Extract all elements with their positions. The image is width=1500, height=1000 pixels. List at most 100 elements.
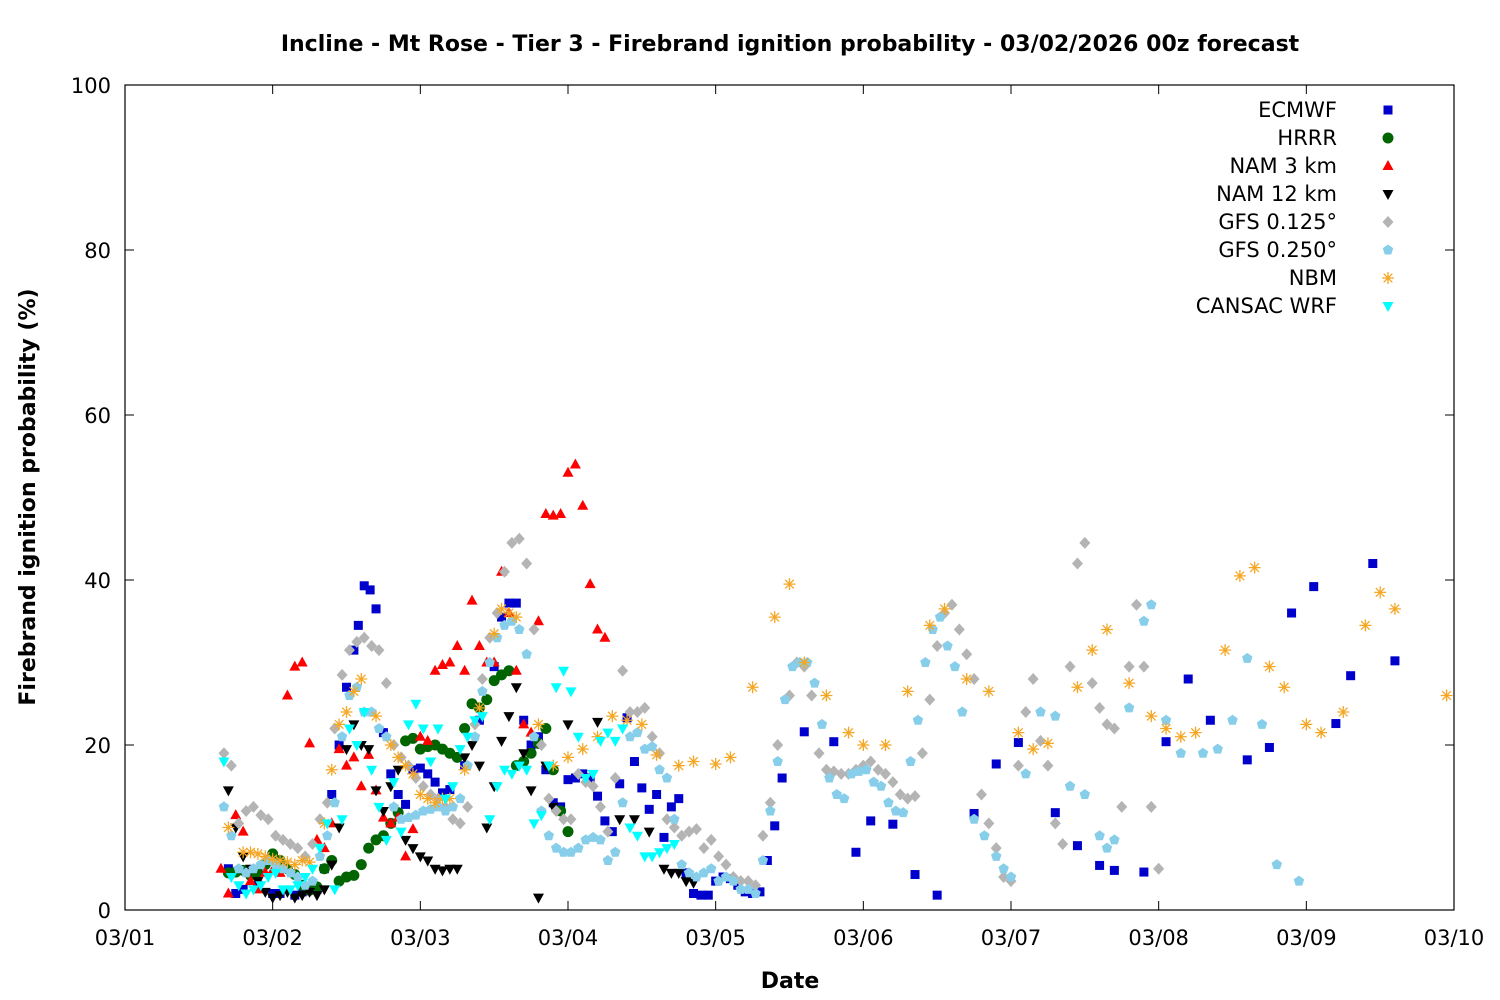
point-ecmwf: [489, 662, 499, 672]
point-cansac-wrf: [366, 765, 378, 776]
point-nam-3-km: [355, 780, 367, 791]
point-cansac-wrf: [218, 757, 230, 768]
point-gfs-0-250: [1212, 743, 1223, 754]
point-gfs-0-125: [990, 842, 1002, 855]
point-ecmwf: [1050, 808, 1060, 818]
point-ecmwf: [497, 612, 507, 622]
point-gfs-0-125: [543, 792, 555, 805]
point-nbm: [621, 714, 634, 727]
point-cansac-wrf: [550, 683, 562, 694]
point-gfs-0-250: [765, 805, 776, 816]
point-cansac-wrf: [247, 885, 259, 896]
point-nbm: [429, 796, 442, 809]
point-gfs-0-250: [883, 797, 894, 808]
point-gfs-0-125: [1145, 800, 1157, 813]
point-cansac-wrf: [336, 815, 348, 826]
point-ecmwf: [600, 816, 610, 826]
point-gfs-0-125: [835, 767, 847, 780]
point-cansac-wrf: [587, 769, 599, 780]
point-gfs-0-125: [358, 631, 370, 644]
point-gfs-0-250: [1293, 875, 1305, 886]
point-nbm: [1233, 569, 1246, 582]
point-gfs-0-250: [691, 871, 702, 882]
point-gfs-0-250: [558, 846, 569, 857]
point-nbm: [724, 751, 737, 764]
point-cansac-wrf: [609, 736, 621, 747]
point-gfs-0-125: [521, 557, 533, 570]
point-gfs-0-250: [920, 657, 931, 667]
series-nam-3-km: [215, 458, 611, 898]
x-tick-label: 03/05: [685, 926, 746, 950]
point-gfs-0-125: [764, 796, 776, 809]
point-cansac-wrf: [572, 732, 584, 743]
point-nbm: [281, 856, 294, 869]
point-gfs-0-125: [1101, 718, 1113, 731]
point-nam-12-km: [267, 893, 279, 904]
point-cansac-wrf: [329, 885, 341, 896]
point-nam-12-km: [333, 823, 345, 834]
point-cansac-wrf: [351, 741, 363, 751]
point-gfs-0-125: [705, 833, 717, 846]
point-cansac-wrf: [240, 889, 252, 900]
x-tick-label: 03/06: [833, 926, 894, 950]
point-nbm: [355, 673, 368, 685]
point-gfs-0-125: [1138, 660, 1150, 673]
point-ecmwf: [1390, 656, 1400, 666]
point-nbm: [458, 763, 471, 776]
point-gfs-0-125: [476, 673, 488, 685]
point-gfs-0-125: [924, 693, 936, 706]
point-gfs-0-250: [824, 772, 835, 783]
point-gfs-0-250: [1146, 599, 1157, 610]
point-gfs-0-250: [1271, 859, 1283, 870]
series-cansac-wrf: [218, 666, 680, 900]
point-gfs-0-250: [314, 850, 326, 861]
point-nam-12-km: [444, 864, 456, 875]
point-gfs-0-250: [683, 867, 695, 878]
x-tick-label: 03/04: [538, 926, 599, 950]
point-gfs-0-250: [447, 801, 459, 812]
point-nbm: [1440, 689, 1453, 702]
point-nbm: [960, 673, 973, 685]
point-nam-3-km: [341, 759, 352, 770]
point-nbm: [495, 602, 508, 615]
point-nam-12-km: [614, 815, 626, 826]
point-ecmwf: [231, 889, 241, 898]
point-ecmwf: [445, 785, 455, 795]
point-gfs-0-250: [499, 619, 510, 630]
point-nam-3-km: [473, 640, 485, 650]
point-ecmwf: [1331, 719, 1341, 729]
point-cansac-wrf: [513, 761, 525, 772]
point-gfs-0-125: [351, 635, 363, 648]
point-nbm: [606, 710, 619, 723]
point-ecmwf: [593, 791, 603, 801]
point-ecmwf: [1013, 738, 1023, 748]
point-gfs-0-125: [757, 829, 769, 842]
point-gfs-0-250: [1138, 615, 1150, 626]
point-nam-12-km: [481, 823, 493, 834]
point-hrrr: [481, 694, 493, 706]
point-cansac-wrf: [307, 864, 319, 875]
point-cansac-wrf: [506, 769, 518, 780]
x-tick-label: 03/01: [95, 926, 156, 950]
point-ecmwf: [1183, 674, 1193, 684]
point-gfs-0-125: [454, 817, 466, 830]
series-ecmwf: [223, 559, 1400, 900]
point-gfs-0-125: [1071, 557, 1083, 570]
point-gfs-0-250: [991, 850, 1002, 861]
point-nbm: [1337, 706, 1350, 718]
point-gfs-0-250: [410, 809, 422, 820]
point-gfs-0-250: [1123, 702, 1135, 713]
point-gfs-0-250: [1064, 780, 1076, 791]
point-ecmwf: [415, 763, 425, 773]
point-nam-12-km: [466, 741, 478, 751]
point-nam-3-km: [245, 875, 257, 886]
point-nbm: [709, 757, 722, 770]
point-ecmwf: [474, 715, 484, 725]
y-axis-label: Firebrand ignition probability (%): [16, 288, 41, 705]
point-ecmwf: [733, 880, 743, 890]
point-cansac-wrf: [661, 844, 673, 855]
legend-label-nam-3-km: NAM 3 km: [1229, 154, 1337, 178]
point-gfs-0-125: [1123, 660, 1135, 673]
point-nam-3-km: [451, 640, 463, 650]
point-gfs-0-125: [1027, 673, 1039, 685]
